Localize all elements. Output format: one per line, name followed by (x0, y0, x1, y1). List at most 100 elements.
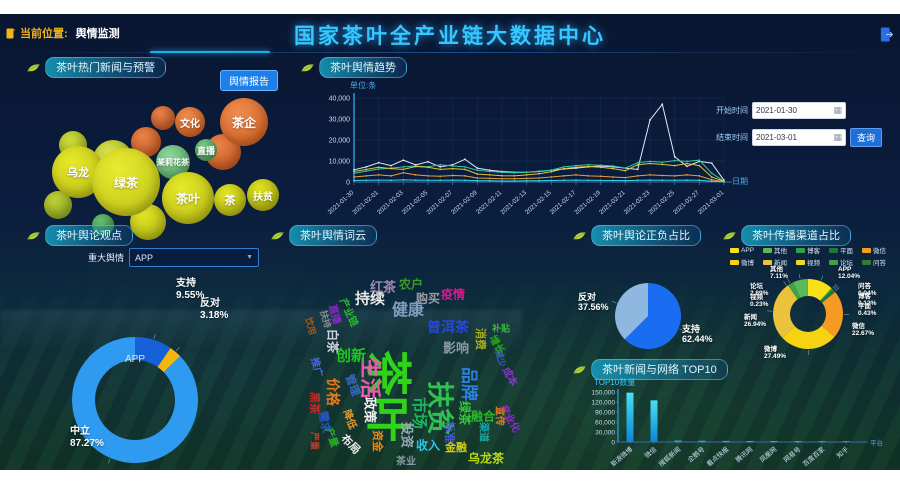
data-point (365, 179, 368, 182)
data-point (402, 166, 405, 168)
legend-item[interactable]: 问答 (862, 257, 892, 267)
label-leader-line (611, 300, 617, 304)
cloud-word: 健康 (391, 302, 425, 319)
posneg-pie-chart (611, 283, 685, 349)
cloud-word: 白茶 (325, 328, 340, 354)
data-point (673, 175, 676, 177)
data-point (673, 155, 676, 158)
data-point (464, 158, 466, 161)
panel-trend-title: 茶叶舆情趋势 (319, 56, 407, 78)
legend-item[interactable]: 其他 (763, 245, 793, 255)
exit-icon[interactable] (880, 26, 894, 43)
y-tick-label: 150,000 (592, 389, 616, 396)
data-point (661, 179, 664, 182)
data-point (575, 179, 577, 181)
trend-line-chart: 40,00030,00020,00010,00002021-01-302021-… (327, 93, 732, 216)
panel-opinion-title: 茶叶舆论观点 (45, 224, 133, 246)
calendar-icon[interactable]: ▦ (833, 105, 842, 115)
y-tick-label: 90,000 (595, 409, 615, 416)
channel-legend: APP 其他 博客 平面 微信微博 新闻 视频 论坛 问答 (730, 245, 892, 267)
label-leader-line (798, 273, 801, 279)
y-tick-label: 0 (346, 180, 350, 187)
cloud-word: 金融 (445, 442, 467, 454)
cloud-word: 乌龙茶 (467, 451, 505, 466)
news-bubble[interactable]: 茶企 (220, 98, 268, 146)
data-point (636, 175, 639, 177)
cloud-word: 成本 (499, 365, 520, 389)
news-bubble[interactable]: 茶叶 (162, 172, 214, 224)
data-point (402, 171, 405, 174)
legend-item[interactable]: 论坛 (829, 257, 859, 267)
legend-item[interactable]: 新闻 (763, 257, 793, 267)
data-point (698, 159, 701, 162)
data-point (710, 178, 713, 181)
data-point (513, 177, 516, 180)
panel-news: 茶叶热门新闻与预警 舆情报告 文化 茶企 直播 茉莉花茶 乌龙 绿茶 茶叶茶扶贫 (26, 56, 296, 240)
start-date-input[interactable]: 2021-01-30 ▦ (752, 102, 846, 119)
data-point (488, 174, 491, 176)
data-point (525, 171, 528, 174)
chevron-down-icon: ▼ (246, 254, 254, 261)
pie-slice (820, 288, 833, 302)
data-point (390, 167, 392, 170)
data-point (365, 170, 368, 172)
data-point (624, 169, 627, 172)
pie-slice (787, 282, 801, 300)
data-point (501, 171, 503, 174)
opinion-filter-select[interactable]: APP ▼ (129, 248, 260, 267)
data-point (550, 179, 553, 182)
news-bubble[interactable]: 文化 (175, 107, 205, 137)
news-bubble[interactable]: 直播 (195, 139, 217, 161)
data-point (562, 179, 565, 182)
label-leader-line (107, 458, 111, 464)
cloud-word: 价格 (325, 378, 341, 406)
cloud-word: 融合 (470, 409, 496, 424)
pie-slice (624, 283, 681, 349)
dashboard: 当前位置: 舆情监测 国家茶叶全产业链大数据中心 茶叶热门新闻与预警 舆情报告 … (0, 14, 900, 470)
pie-slice (773, 286, 797, 338)
data-point (661, 103, 664, 106)
news-bubble[interactable] (151, 106, 175, 130)
data-point (353, 176, 355, 178)
data-point (353, 172, 355, 175)
data-point (686, 179, 688, 181)
data-point (723, 181, 725, 183)
data-point (439, 175, 442, 178)
data-point (661, 163, 664, 166)
legend-item[interactable]: 博客 (796, 245, 826, 255)
data-point (451, 174, 454, 177)
pie-slice (793, 279, 808, 298)
label-leader-line (832, 284, 837, 289)
x-tick-label: 2021-03-01 (697, 189, 726, 216)
news-bubble[interactable]: 绿茶 (92, 148, 160, 216)
data-point (562, 175, 565, 177)
report-button[interactable]: 舆情报告 (220, 70, 278, 91)
breadcrumb-value[interactable]: 舆情监测 (75, 28, 120, 40)
y-tick-label: 20,000 (329, 138, 351, 145)
end-date-row: 结束时间 2021-03-01 ▦ 查询 (716, 128, 888, 147)
news-bubble[interactable]: 扶贫 (247, 179, 279, 211)
data-point (464, 175, 466, 177)
legend-item[interactable]: 视频 (796, 257, 826, 267)
data-point (698, 175, 701, 177)
y-tick-label: 30,000 (595, 429, 615, 436)
data-point (612, 179, 614, 182)
legend-item[interactable]: 微信 (862, 245, 892, 255)
data-point (464, 179, 466, 182)
x-axis-label: 日期 (732, 177, 748, 186)
data-point (501, 177, 503, 180)
legend-item[interactable]: APP (730, 245, 760, 255)
legend-item[interactable]: 微博 (730, 257, 760, 267)
cloud-word: 资金 (371, 430, 383, 452)
news-bubble[interactable]: 茶 (214, 184, 246, 216)
x-tick-label: 新浪微博 (609, 444, 635, 468)
data-point (377, 179, 380, 181)
query-button[interactable]: 查询 (850, 128, 883, 147)
bar (794, 441, 802, 442)
calendar-icon[interactable]: ▦ (833, 132, 842, 142)
end-date-input[interactable]: 2021-03-01 ▦ (752, 129, 846, 146)
x-axis-label: 平台 (870, 438, 883, 447)
data-point (649, 179, 651, 181)
legend-item[interactable]: 平面 (829, 245, 859, 255)
label-leader-line (679, 328, 685, 332)
